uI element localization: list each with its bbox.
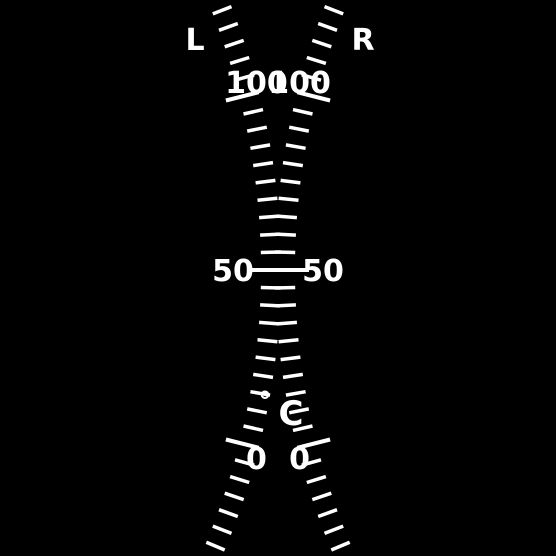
- right-scale-labels: 150100500-50: [268, 66, 344, 477]
- right-scale-label: 100: [268, 66, 331, 101]
- left-minor-tick: [282, 160, 304, 168]
- left-minor-tick: [280, 355, 301, 362]
- right-minor-tick: [257, 338, 278, 344]
- right-scale-label: 0: [289, 442, 310, 477]
- right-minor-tick: [250, 389, 271, 397]
- left-minor-tick: [311, 491, 332, 502]
- left-minor-tick: [280, 178, 301, 185]
- right-minor-tick: [205, 540, 226, 552]
- right-minor-tick: [257, 196, 278, 202]
- right-minor-tick: [218, 21, 239, 32]
- left-minor-tick: [278, 196, 299, 202]
- left-minor-tick: [317, 508, 338, 519]
- left-minor-tick: [330, 540, 351, 552]
- right-minor-tick: [260, 285, 281, 290]
- right-minor-tick: [246, 125, 268, 133]
- right-minor-tick: [260, 303, 281, 308]
- right-minor-tick: [260, 250, 281, 255]
- right-minor-tick: [224, 491, 245, 502]
- right-minor-tick: [234, 458, 255, 467]
- right-minor-tick: [260, 232, 281, 237]
- right-minor-tick: [243, 107, 264, 116]
- right-minor-tick: [212, 524, 233, 536]
- right-minor-tick: [252, 372, 274, 380]
- left-scale-label: 100: [225, 66, 288, 101]
- left-minor-tick: [278, 338, 299, 344]
- left-minor-tick: [306, 474, 327, 485]
- unit-degree-symbol: °: [259, 387, 272, 417]
- left-scale-ticks: [275, 4, 351, 552]
- left-minor-tick: [311, 38, 332, 49]
- right-minor-tick: [246, 407, 268, 415]
- left-major-tick: [296, 437, 331, 450]
- right-minor-tick: [250, 143, 271, 151]
- right-minor-tick: [234, 73, 255, 82]
- right-channel-label: R: [351, 23, 374, 58]
- right-minor-tick: [258, 320, 280, 326]
- right-minor-tick: [255, 178, 276, 185]
- left-minor-tick: [282, 372, 304, 380]
- left-scale-label: 0: [246, 442, 267, 477]
- left-scale-label: 50: [212, 254, 254, 289]
- left-scale-labels: 150100500-50: [212, 66, 288, 477]
- left-minor-tick: [276, 320, 298, 326]
- left-minor-tick: [323, 4, 344, 16]
- right-major-tick: [225, 90, 260, 103]
- right-minor-tick: [229, 55, 250, 66]
- left-minor-tick: [323, 524, 344, 536]
- left-minor-tick: [292, 424, 313, 433]
- right-minor-tick: [224, 38, 245, 49]
- left-minor-tick: [301, 73, 322, 82]
- right-minor-tick: [243, 424, 264, 433]
- right-minor-tick: [212, 4, 233, 16]
- left-major-tick: [296, 90, 331, 103]
- left-minor-tick: [288, 407, 310, 415]
- right-major-tick: [225, 437, 260, 450]
- right-minor-tick: [229, 474, 250, 485]
- right-scale-ticks: [205, 4, 281, 552]
- left-minor-tick: [317, 21, 338, 32]
- left-minor-tick: [288, 125, 310, 133]
- right-minor-tick: [218, 508, 239, 519]
- right-scale-label: 50: [302, 254, 344, 289]
- right-minor-tick: [255, 355, 276, 362]
- right-minor-tick: [252, 160, 274, 168]
- left-minor-tick: [301, 458, 322, 467]
- unit-celsius-letter: C: [279, 394, 304, 434]
- left-minor-tick: [306, 55, 327, 66]
- right-minor-tick: [258, 214, 280, 220]
- left-minor-tick: [292, 107, 313, 116]
- left-minor-tick: [285, 143, 306, 151]
- left-channel-label: L: [185, 23, 204, 58]
- left-minor-tick: [285, 389, 306, 397]
- left-minor-tick: [276, 214, 298, 220]
